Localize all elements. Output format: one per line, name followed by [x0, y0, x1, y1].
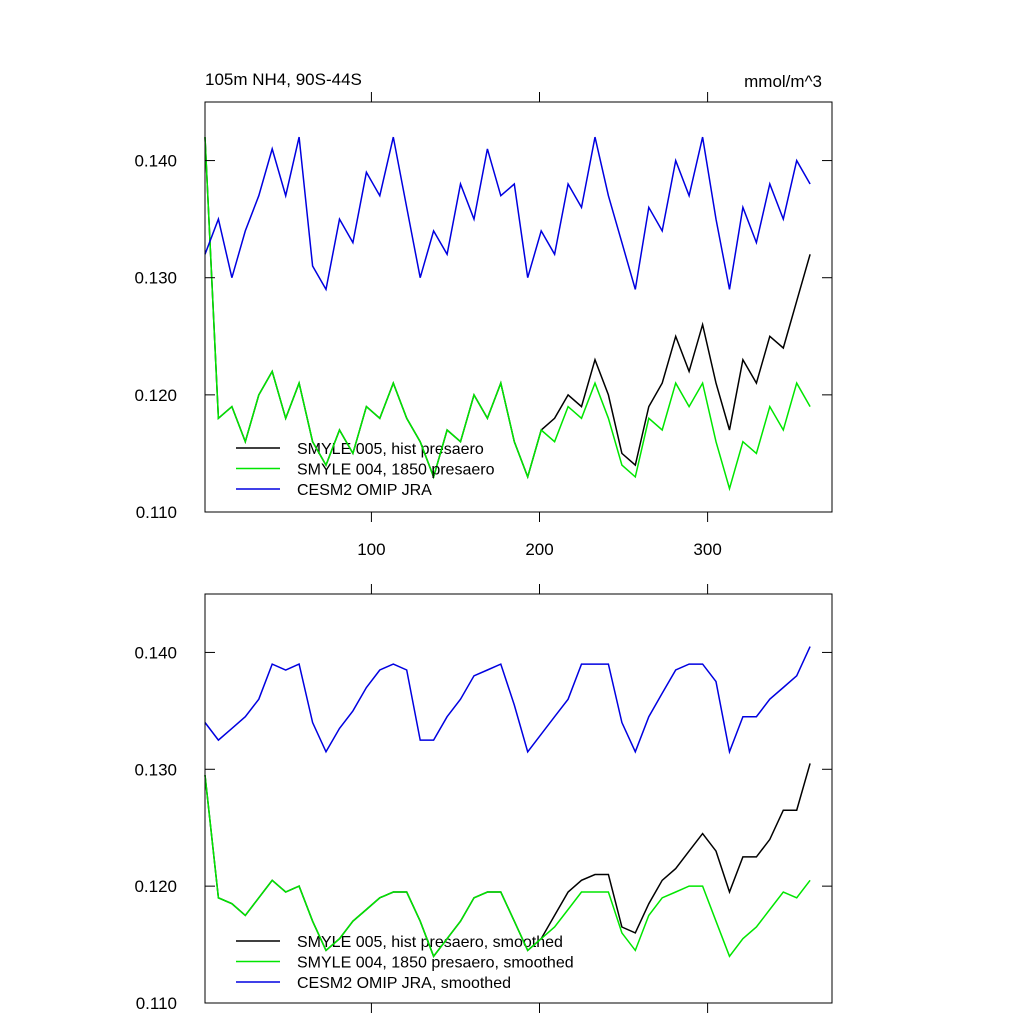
data-line	[204, 775, 811, 958]
chart-title: 105m NH4, 90S-44S	[205, 70, 362, 89]
y-tick-label: 0.130	[134, 269, 177, 288]
y-tick-label: 0.140	[134, 152, 177, 171]
legend-label: CESM2 OMIP JRA	[297, 482, 432, 499]
data-line	[204, 136, 811, 292]
y-tick-label: 0.130	[134, 760, 177, 779]
legend-label: SMYLE 004, 1850 presaero, smoothed	[297, 955, 574, 972]
plot-frame	[204, 101, 833, 513]
x-tick-label: 100	[357, 540, 385, 559]
x-tick-label: 200	[525, 540, 553, 559]
y-tick-label: 0.110	[136, 994, 177, 1013]
y-tick-label: 0.120	[134, 877, 177, 896]
units-label: mmol/m^3	[744, 72, 822, 91]
y-tick-label: 0.110	[136, 503, 177, 522]
x-tick-label: 300	[693, 540, 721, 559]
legend-label: CESM2 OMIP JRA, smoothed	[297, 975, 511, 992]
data-line	[204, 137, 811, 492]
data-line	[204, 137, 811, 480]
legend-label: SMYLE 005, hist presaero, smoothed	[297, 934, 563, 951]
plot-frame	[204, 593, 833, 1004]
y-tick-label: 0.120	[134, 386, 177, 405]
data-line	[204, 763, 811, 958]
y-tick-label: 0.140	[134, 643, 177, 662]
legend-label: SMYLE 004, 1850 presaero	[297, 462, 495, 479]
legend-label: SMYLE 005, hist presaero	[297, 441, 484, 458]
data-line	[204, 646, 811, 755]
